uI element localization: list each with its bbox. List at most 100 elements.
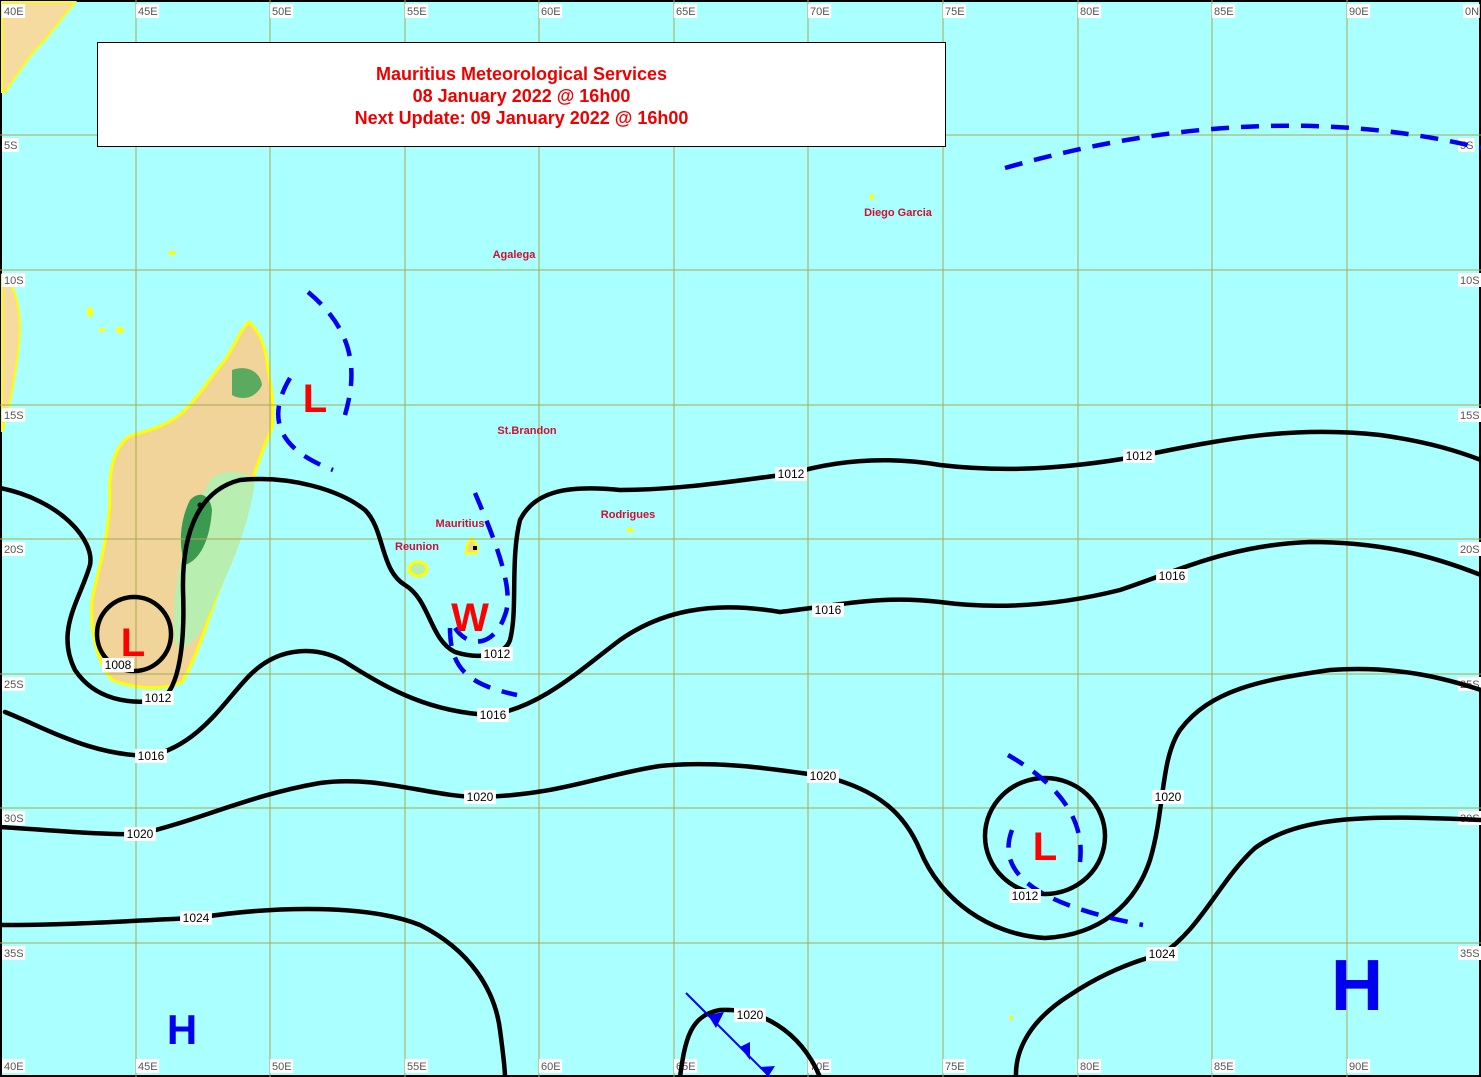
isobar-label: 1008 xyxy=(105,658,132,672)
lon-label-bottom: 75E xyxy=(945,1061,965,1073)
isobar-label: 1012 xyxy=(1012,889,1039,903)
lon-label-top-bg xyxy=(1212,4,1236,18)
comoros-island xyxy=(116,327,124,333)
madagascar-plateau xyxy=(180,494,212,565)
madagascar-highlands xyxy=(173,471,255,648)
trough-east-b xyxy=(1006,829,1144,928)
isobar-label: 1016 xyxy=(815,603,842,617)
lon-label-bottom-bg xyxy=(1212,1059,1236,1073)
lon-label-top-bg xyxy=(405,4,429,18)
lon-label-top-bg xyxy=(1347,4,1371,18)
isobar-label: 1020 xyxy=(737,1008,764,1022)
isobar-label-bg xyxy=(464,790,496,804)
lon-label-bottom-bg xyxy=(270,1059,294,1073)
isobar-label: 1016 xyxy=(138,749,165,763)
isobar-label-bg xyxy=(1146,947,1178,961)
lat-label-right: 15S xyxy=(1460,410,1480,422)
isobar-1024-east xyxy=(1013,815,1481,1077)
seychelles-island xyxy=(168,251,176,255)
lon-label-top-bg xyxy=(674,4,698,18)
place-label: Agalega xyxy=(493,249,537,261)
lon-label-bottom-bg xyxy=(539,1059,563,1073)
isobar-label: 1016 xyxy=(480,708,507,722)
lat-label-right: 35S xyxy=(1460,948,1480,960)
lon-label-top: 55E xyxy=(407,6,427,18)
isobar-label-bg xyxy=(102,658,134,672)
isobar-label-bg xyxy=(481,647,513,661)
lat-label-left: 10S xyxy=(4,275,24,287)
isobar-1020-south xyxy=(677,1007,823,1077)
isobar-label: 1024 xyxy=(183,911,210,925)
graticule-labels: 40E 45E 50E 55E 60E 65E 70E 75E 80E 85E 90E 0N 40E 45… xyxy=(2,4,1481,1073)
comoros-island xyxy=(87,307,93,317)
lon-label-top: 75E xyxy=(945,6,965,18)
lon-label-top: 0N xyxy=(1465,6,1479,18)
lon-label-bottom-bg xyxy=(405,1059,429,1073)
high-pressure-center: H xyxy=(1331,946,1383,1026)
lat-label-right-bg xyxy=(1458,273,1481,287)
isobar-label: 1020 xyxy=(127,827,154,841)
lon-label-top-bg xyxy=(136,4,160,18)
lon-label-bottom: 90E xyxy=(1349,1061,1369,1073)
place-label: Diego Garcia xyxy=(864,207,933,219)
lon-label-top-bg xyxy=(943,4,967,18)
lon-label-bottom-bg xyxy=(136,1059,160,1073)
isobar-1008 xyxy=(94,594,174,674)
lat-label-left: 35S xyxy=(4,948,24,960)
reunion-island xyxy=(407,560,429,578)
lat-label-left-bg xyxy=(2,273,26,287)
lon-label-top: 65E xyxy=(676,6,696,18)
lat-label-left-bg xyxy=(2,542,26,556)
lat-label-right-bg xyxy=(1458,542,1481,556)
lon-label-bottom-bg xyxy=(1078,1059,1102,1073)
cold-front xyxy=(685,992,775,1077)
high-pressure-center: H xyxy=(167,1006,197,1053)
isobar-label: 1020 xyxy=(467,790,494,804)
trough-east-a xyxy=(1006,753,1083,863)
isobar-label-bg xyxy=(180,911,212,925)
rodrigues-island xyxy=(626,528,634,532)
lon-label-top: 90E xyxy=(1349,6,1369,18)
diego-garcia-island xyxy=(870,194,874,200)
lat-label-left-bg xyxy=(2,677,26,691)
trough-mauritius-b xyxy=(447,627,518,698)
mauritius-marker xyxy=(473,546,477,550)
lon-label-bottom-bg xyxy=(2,1059,26,1073)
isobar-1020 xyxy=(0,666,1481,941)
lat-label-right-bg xyxy=(1458,946,1481,960)
lat-label-right-bg xyxy=(1458,408,1481,422)
issued-time: 08 January 2022 @ 16h00 xyxy=(412,86,631,106)
isobar-label-bg xyxy=(734,1008,766,1022)
isobar-label-bg xyxy=(812,603,844,617)
place-label: St.Brandon xyxy=(497,425,557,437)
lat-label-left: 30S xyxy=(4,813,24,825)
lon-label-top-bg xyxy=(1078,4,1102,18)
lat-label-left-bg xyxy=(2,811,26,825)
lon-label-top-bg xyxy=(808,4,832,18)
trough-mauritius-a xyxy=(453,492,510,644)
isobar-1024-west xyxy=(0,906,508,1077)
africa-coast-north xyxy=(1,1,78,93)
isobar-label-bg xyxy=(124,827,156,841)
lat-label-left-bg xyxy=(2,946,26,960)
lon-label-top-bg xyxy=(539,4,563,18)
trough-madagascar-east-a xyxy=(306,290,354,416)
isobar-label: 1020 xyxy=(810,769,837,783)
isobar-label: 1024 xyxy=(1149,947,1176,961)
lon-label-top: 70E xyxy=(810,6,830,18)
lon-label-bottom: 40E xyxy=(4,1061,24,1073)
isobar-1016-closed xyxy=(982,775,1108,897)
isobar-label-bg xyxy=(775,467,807,481)
lat-label-right: 10S xyxy=(1460,275,1480,287)
place-label: Rodrigues xyxy=(601,509,655,521)
isobar-label-bg xyxy=(1156,569,1188,583)
place-label: Reunion xyxy=(395,541,439,553)
madagascar-north-highlands xyxy=(232,368,262,398)
next-update: Next Update: 09 January 2022 @ 16h00 xyxy=(354,108,689,128)
lon-label-top: 60E xyxy=(541,6,561,18)
lon-label-bottom: 85E xyxy=(1214,1061,1234,1073)
isobar-label-bg xyxy=(135,749,167,763)
map-labels: Diego Garcia Agalega St.Brandon Mauritius Re… xyxy=(102,207,1383,1053)
lat-label-left-bg xyxy=(2,138,19,152)
